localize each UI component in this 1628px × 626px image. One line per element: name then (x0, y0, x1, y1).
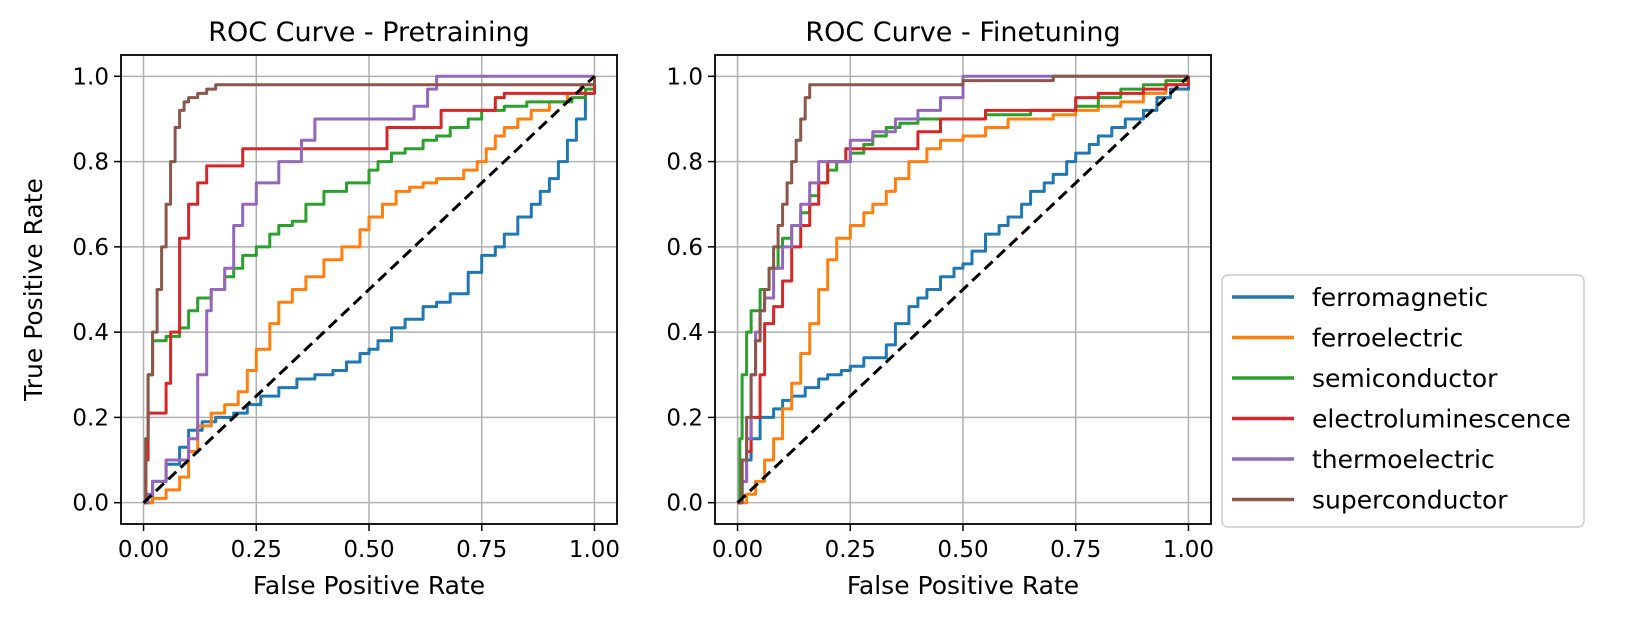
finetuning-series (737, 74, 1190, 505)
finetuning-y-tick-label: 1.0 (666, 64, 703, 90)
pretraining-x-tick-label: 1.00 (569, 537, 620, 563)
finetuning-x-tick-label: 0.75 (1050, 537, 1101, 563)
pretraining-series-electroluminescence (143, 76, 596, 505)
pretraining-panel: 0.00 0.25 0.50 0.75 1.00 0.0 0.2 0.4 0.6 0.8 1.0 R… (19, 17, 620, 600)
pretraining-series-thermoelectric (143, 74, 595, 505)
pretraining-y-tick-label: 0.6 (72, 235, 109, 261)
pretraining-y-tick-label: 0.8 (72, 150, 109, 176)
finetuning-ticks: 0.00 0.25 0.50 0.75 1.00 0.0 0.2 0.4 0.6 0.8 1.0 (666, 64, 1214, 563)
finetuning-series-electroluminescence (737, 76, 1190, 505)
pretraining-x-tick-label: 0.75 (456, 537, 507, 563)
finetuning-y-tick-label: 0.6 (666, 235, 703, 261)
finetuning-series-ferromagnetic (737, 76, 1190, 505)
legend-label-ferroelectric: ferroelectric (1312, 324, 1463, 353)
pretraining-series-superconductor (143, 76, 596, 505)
pretraining-series (143, 74, 596, 505)
pretraining-y-tick-label: 0.4 (72, 320, 109, 346)
finetuning-panel: 0.00 0.25 0.50 0.75 1.00 0.0 0.2 0.4 0.6 0.8 1.0 R… (666, 17, 1214, 600)
legend-entries: ferromagnetic ferroelectric semiconductor e… (1232, 283, 1571, 515)
pretraining-y-tick-label: 0.2 (72, 405, 109, 431)
finetuning-series-superconductor (737, 74, 1189, 505)
pretraining-chance-line (142, 75, 596, 504)
pretraining-ticks: 0.00 0.25 0.50 0.75 1.00 0.0 0.2 0.4 0.6 0.8 1.0 (72, 64, 620, 563)
pretraining-title: ROC Curve - Pretraining (208, 17, 530, 48)
pretraining-y-tick-label: 0.0 (72, 491, 109, 517)
legend: ferromagnetic ferroelectric semiconductor e… (1221, 274, 1585, 528)
legend-label-semiconductor: semiconductor (1312, 364, 1498, 393)
finetuning-x-axis-label: False Positive Rate (847, 571, 1079, 600)
legend-label-electroluminescence: electroluminescence (1312, 405, 1571, 434)
finetuning-diagonal (736, 75, 1190, 504)
legend-box (1221, 274, 1585, 528)
finetuning-y-tick-label: 0.8 (666, 150, 703, 176)
pretraining-series-ferroelectric (143, 76, 596, 505)
finetuning-y-tick-label: 0.2 (666, 405, 703, 431)
pretraining-x-tick-label: 0.25 (231, 537, 282, 563)
finetuning-series-ferroelectric (737, 76, 1190, 505)
finetuning-y-tick-label: 0.4 (666, 320, 703, 346)
pretraining-y-axis-label: True Positive Rate (19, 178, 48, 402)
pretraining-diagonal (142, 75, 596, 504)
finetuning-x-tick-label: 0.50 (937, 537, 988, 563)
pretraining-x-tick-label: 0.00 (118, 537, 169, 563)
finetuning-y-tick-label: 0.0 (666, 491, 703, 517)
legend-label-superconductor: superconductor (1312, 486, 1508, 515)
finetuning-title: ROC Curve - Finetuning (805, 17, 1120, 48)
pretraining-x-tick-label: 0.50 (343, 537, 394, 563)
legend-label-ferromagnetic: ferromagnetic (1312, 283, 1488, 312)
pretraining-series-ferromagnetic (143, 76, 596, 505)
pretraining-x-axis-label: False Positive Rate (253, 571, 485, 600)
finetuning-x-tick-label: 1.00 (1163, 537, 1214, 563)
finetuning-chance-line (736, 75, 1190, 504)
pretraining-y-tick-label: 1.0 (72, 64, 109, 90)
finetuning-x-tick-label: 0.00 (712, 537, 763, 563)
legend-label-thermoelectric: thermoelectric (1312, 445, 1495, 474)
finetuning-x-tick-label: 0.25 (825, 537, 876, 563)
